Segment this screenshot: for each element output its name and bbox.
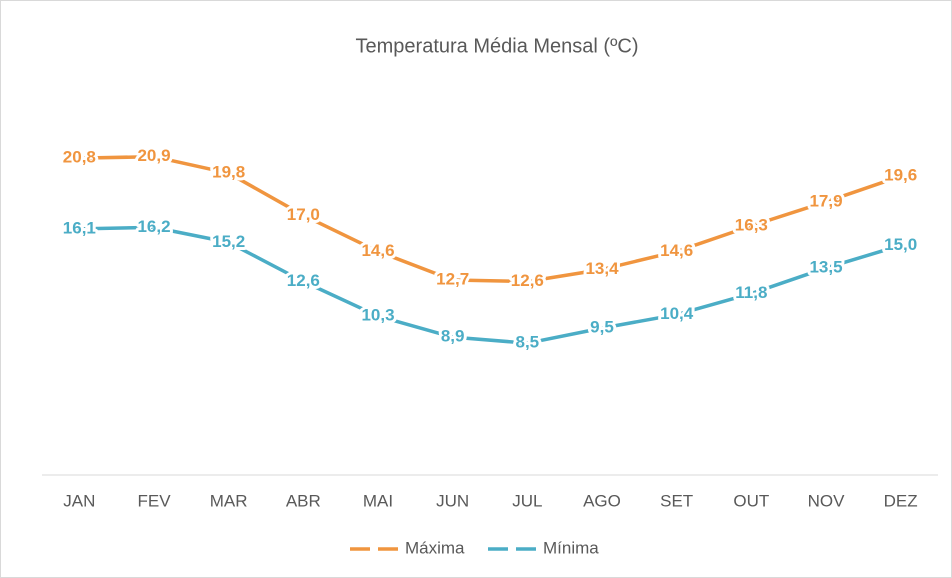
x-tick-label: FEV — [137, 491, 171, 510]
data-label: 16,2 — [137, 217, 170, 236]
data-label: 10,4 — [660, 304, 694, 323]
x-tick-label: MAR — [210, 491, 248, 510]
data-label: 16,3 — [735, 215, 768, 234]
data-label: 12,6 — [511, 271, 544, 290]
legend-label: Mínima — [543, 538, 599, 557]
data-label: 12,6 — [287, 271, 320, 290]
data-label: 17,9 — [809, 191, 842, 210]
legend-label: Máxima — [405, 538, 465, 557]
data-label: 14,6 — [660, 241, 693, 260]
chart-title: Temperatura Média Mensal (ºC) — [356, 35, 639, 57]
x-tick-label: AGO — [583, 491, 621, 510]
data-label: 13,4 — [585, 259, 619, 278]
x-tick-label: NOV — [808, 491, 846, 510]
x-tick-label: MAI — [363, 491, 393, 510]
data-label: 19,8 — [212, 163, 245, 182]
x-tick-label: SET — [660, 491, 693, 510]
x-tick-label: DEZ — [884, 491, 918, 510]
data-label: 13,5 — [809, 257, 842, 276]
data-label: 12,7 — [436, 269, 469, 288]
data-label: 19,6 — [884, 166, 917, 185]
x-tick-label: ABR — [286, 491, 321, 510]
data-label: 9,5 — [590, 318, 614, 337]
x-tick-label: OUT — [733, 491, 769, 510]
data-label: 10,3 — [361, 306, 394, 325]
x-tick-label: JUL — [512, 491, 542, 510]
data-label: 11,8 — [735, 283, 767, 302]
data-label: 15,2 — [212, 232, 245, 251]
data-label: 15,0 — [884, 235, 917, 254]
data-label: 20,8 — [63, 148, 96, 167]
data-label: 16,1 — [63, 218, 96, 237]
data-label: 14,6 — [361, 241, 394, 260]
data-label: 8,5 — [516, 333, 540, 352]
series-line — [77, 225, 903, 345]
series-line — [77, 154, 903, 284]
x-tick-label: JAN — [63, 491, 95, 510]
data-label: 20,9 — [137, 146, 170, 165]
data-label: 8,9 — [441, 327, 465, 346]
data-label: 17,0 — [287, 205, 320, 224]
x-tick-label: JUN — [436, 491, 469, 510]
